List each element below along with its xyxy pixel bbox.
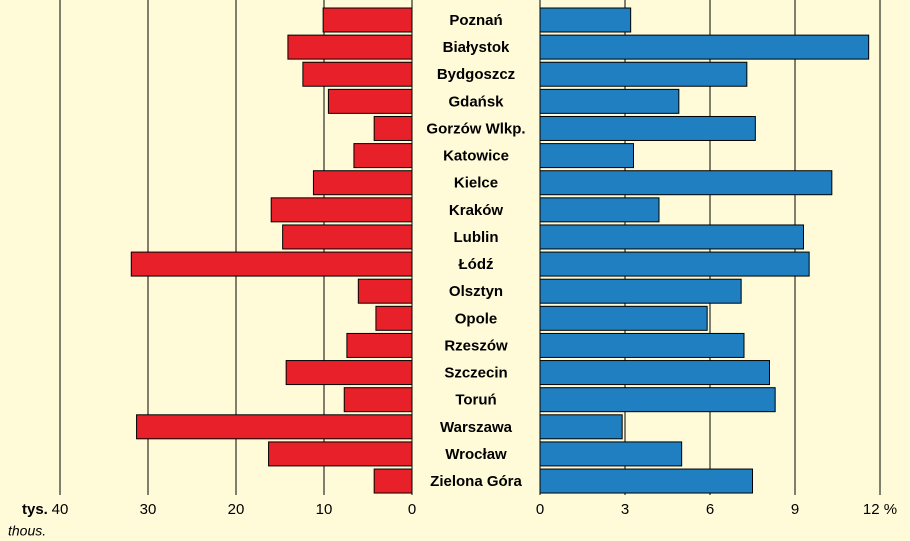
category-label: Łódź bbox=[459, 256, 494, 273]
bar bbox=[130, 251, 413, 277]
category-label: Gorzów Wlkp. bbox=[426, 120, 525, 137]
bar bbox=[539, 224, 804, 250]
category-label: Zielona Góra bbox=[430, 473, 522, 490]
x-tick-label: 6 bbox=[706, 501, 714, 518]
category-label: Rzeszów bbox=[444, 337, 508, 354]
bar bbox=[375, 305, 413, 331]
x-tick-label: 9 bbox=[791, 501, 799, 518]
bar bbox=[353, 143, 413, 169]
bar bbox=[539, 278, 742, 304]
bar bbox=[270, 197, 413, 223]
category-label: Opole bbox=[455, 310, 498, 327]
x-tick-label: 0 bbox=[536, 501, 544, 518]
category-label: Poznań bbox=[449, 12, 502, 29]
bar bbox=[539, 170, 833, 196]
category-label: Olsztyn bbox=[449, 283, 503, 300]
category-label: Białystok bbox=[443, 39, 510, 56]
category-label: Wrocław bbox=[445, 446, 507, 463]
x-tick-label: 12 % bbox=[863, 501, 897, 518]
x-tick-label: 30 bbox=[140, 501, 157, 518]
x-tick-label: 0 bbox=[408, 501, 416, 518]
category-label: Kraków bbox=[449, 202, 504, 219]
bar bbox=[327, 88, 413, 114]
x-axis-label: tys. bbox=[22, 501, 48, 518]
bar bbox=[346, 332, 413, 358]
x-tick-label: 10 bbox=[316, 501, 333, 518]
bar bbox=[322, 7, 413, 33]
bar bbox=[539, 441, 683, 467]
bar bbox=[539, 7, 632, 33]
bar bbox=[268, 441, 413, 467]
bar bbox=[539, 251, 810, 277]
bar bbox=[285, 360, 413, 386]
bar bbox=[357, 278, 413, 304]
x-tick-label: 20 bbox=[228, 501, 245, 518]
category-label: Bydgoszcz bbox=[437, 66, 515, 83]
bar bbox=[539, 197, 660, 223]
bar bbox=[343, 387, 413, 413]
category-label: Katowice bbox=[443, 148, 509, 165]
bar bbox=[539, 34, 870, 60]
bar bbox=[539, 414, 623, 440]
category-label: Lublin bbox=[454, 229, 499, 246]
bar bbox=[312, 170, 413, 196]
bar bbox=[373, 115, 413, 141]
bar bbox=[539, 468, 753, 494]
category-label: Toruń bbox=[455, 392, 496, 409]
x-axis-sublabel: thous. bbox=[8, 523, 46, 539]
bar bbox=[539, 61, 748, 87]
x-tick-label: 3 bbox=[621, 501, 629, 518]
bar bbox=[373, 468, 413, 494]
category-label: Kielce bbox=[454, 175, 498, 192]
bar bbox=[287, 34, 413, 60]
bar bbox=[302, 61, 413, 87]
bar bbox=[136, 414, 413, 440]
category-label: Szczecin bbox=[444, 365, 507, 382]
bar bbox=[282, 224, 413, 250]
bar bbox=[539, 88, 680, 114]
bar bbox=[539, 115, 756, 141]
x-tick-label: 40 bbox=[52, 501, 69, 518]
bar bbox=[539, 387, 776, 413]
category-label: Warszawa bbox=[440, 419, 513, 436]
bar bbox=[539, 360, 770, 386]
bar bbox=[539, 332, 745, 358]
bar bbox=[539, 143, 634, 169]
bar bbox=[539, 305, 708, 331]
category-label: Gdańsk bbox=[448, 93, 504, 110]
